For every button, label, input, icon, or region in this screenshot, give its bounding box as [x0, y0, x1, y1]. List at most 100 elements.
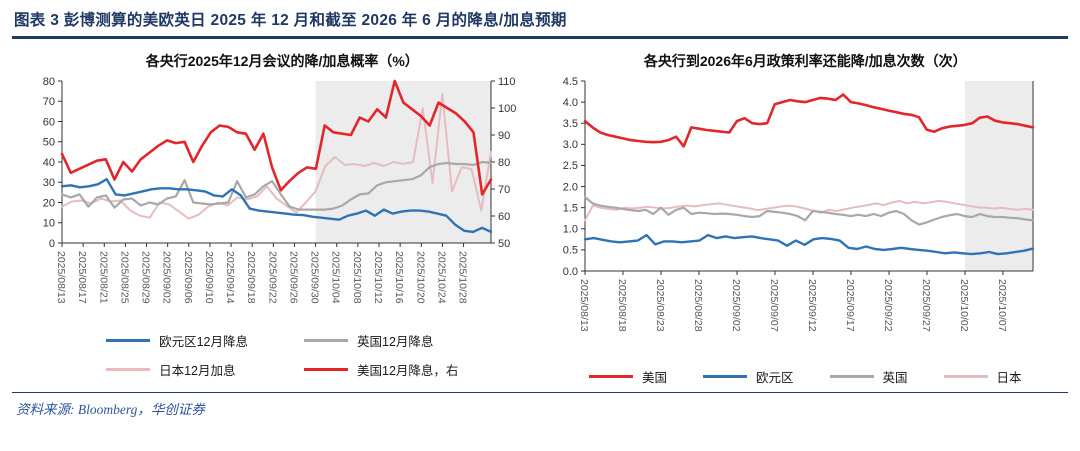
- legend-label: 美国12月降息，右: [357, 363, 459, 378]
- svg-text:20: 20: [43, 197, 55, 209]
- legend-label: 英国: [882, 370, 908, 385]
- svg-text:10: 10: [43, 217, 55, 229]
- svg-text:2025/10/16: 2025/10/16: [393, 251, 405, 304]
- svg-text:4.5: 4.5: [562, 75, 577, 87]
- svg-text:2025/09/18: 2025/09/18: [245, 251, 257, 304]
- svg-text:2025/08/23: 2025/08/23: [654, 279, 666, 332]
- legend-label: 美国: [641, 370, 667, 385]
- svg-text:80: 80: [498, 156, 510, 168]
- svg-text:2025/09/22: 2025/09/22: [882, 279, 894, 332]
- legend-item-英国: 英国: [829, 367, 908, 386]
- svg-text:2025/08/17: 2025/08/17: [76, 251, 88, 304]
- shaded-forecast-region: [964, 80, 1033, 271]
- legend-item-英国12月降息: 英国12月降息: [304, 331, 458, 350]
- legend-label: 日本12月加息: [159, 363, 236, 378]
- series-line-欧元区: [583, 233, 1034, 255]
- svg-text:60: 60: [498, 210, 510, 222]
- svg-text:2025/08/29: 2025/08/29: [140, 251, 152, 304]
- svg-text:2025/09/06: 2025/09/06: [182, 251, 194, 304]
- legend-line-swatch: [106, 367, 151, 371]
- svg-text:0.0: 0.0: [562, 265, 577, 277]
- svg-text:2025/09/30: 2025/09/30: [309, 251, 321, 304]
- svg-text:2025/10/24: 2025/10/24: [435, 251, 447, 304]
- svg-text:2025/08/28: 2025/08/28: [692, 279, 704, 332]
- svg-text:1.5: 1.5: [562, 202, 577, 214]
- chart-block-rate-moves: 各央行到2026年6月政策利率还能降/加息次数（次） 0.0 0.5 1.0 1.5 2…: [547, 51, 1064, 386]
- svg-text:50: 50: [43, 136, 55, 148]
- svg-text:2025/10/04: 2025/10/04: [330, 251, 342, 304]
- svg-text:2025/08/21: 2025/08/21: [97, 251, 109, 304]
- series-line-英国12月降息: [60, 160, 493, 211]
- svg-text:2025/09/17: 2025/09/17: [844, 279, 856, 332]
- legend-line-swatch: [943, 374, 988, 378]
- svg-text:50: 50: [498, 237, 510, 249]
- right-chart-legend: 美国 欧元区 英国 日本: [547, 367, 1064, 386]
- svg-text:2025/09/12: 2025/09/12: [806, 279, 818, 332]
- svg-text:0: 0: [49, 237, 55, 249]
- svg-text:4.0: 4.0: [562, 96, 577, 108]
- svg-text:70: 70: [43, 96, 55, 108]
- svg-text:30: 30: [43, 177, 55, 189]
- svg-text:0.5: 0.5: [562, 244, 577, 256]
- legend-label: 日本: [996, 370, 1022, 385]
- svg-text:90: 90: [498, 129, 510, 141]
- svg-text:2025/09/02: 2025/09/02: [161, 251, 173, 304]
- source-note: 资料来源: Bloomberg，华创证券: [16, 402, 205, 417]
- svg-text:2025/09/22: 2025/09/22: [266, 251, 278, 304]
- legend-item-欧元区12月降息: 欧元区12月降息: [106, 331, 248, 350]
- svg-text:80: 80: [43, 75, 55, 87]
- probability-line-chart: 0 10 20 30 40 50 60 70 80 50 60 70 80 90 100 110 2025/08…: [43, 75, 517, 304]
- svg-text:2025/10/07: 2025/10/07: [996, 279, 1008, 332]
- svg-text:3.5: 3.5: [562, 118, 577, 130]
- svg-text:2.5: 2.5: [562, 160, 577, 172]
- svg-text:2025/09/07: 2025/09/07: [768, 279, 780, 332]
- series-line-欧元区12月降息: [60, 177, 493, 233]
- svg-text:60: 60: [43, 116, 55, 128]
- rate-moves-line-chart: 0.0 0.5 1.0 1.5 2.0 2.5 3.0 3.5 4.0 4.5 2025/08/13…: [562, 75, 1034, 332]
- svg-text:2.0: 2.0: [562, 181, 577, 193]
- series-line-英国: [583, 195, 1034, 226]
- svg-text:2025/10/20: 2025/10/20: [414, 251, 426, 304]
- legend-item-欧元区: 欧元区: [703, 367, 794, 386]
- svg-text:3.0: 3.0: [562, 139, 577, 151]
- series-line-美国12月降息，右: [60, 79, 493, 196]
- svg-text:1.0: 1.0: [562, 223, 577, 235]
- legend-line-swatch: [703, 374, 747, 378]
- right-chart-title: 各央行到2026年6月政策利率还能降/加息次数（次）: [643, 52, 967, 69]
- legend-label: 欧元区: [756, 370, 794, 385]
- legend-item-日本12月加息: 日本12月加息: [106, 360, 248, 379]
- legend-line-swatch: [304, 367, 349, 371]
- top-divider: [12, 36, 1068, 39]
- left-chart-title: 各央行2025年12月会议的降/加息概率（%）: [145, 52, 419, 69]
- svg-text:2025/08/25: 2025/08/25: [118, 251, 130, 304]
- legend-line-swatch: [829, 374, 874, 378]
- svg-text:2025/09/26: 2025/09/26: [287, 251, 299, 304]
- series-line-美国: [583, 92, 1034, 148]
- legend-line-swatch: [588, 374, 633, 378]
- legend-line-swatch: [106, 338, 151, 342]
- svg-text:2025/09/02: 2025/09/02: [730, 279, 742, 332]
- charts-row: 各央行2025年12月会议的降/加息概率（%） 0 10 20 30 40 50 60 70 8…: [12, 39, 1068, 386]
- legend-item-日本: 日本: [943, 367, 1022, 386]
- legend-item-美国: 美国: [588, 367, 667, 386]
- svg-text:2025/09/10: 2025/09/10: [203, 251, 215, 304]
- svg-text:70: 70: [498, 183, 510, 195]
- legend-item-美国12月降息，右: 美国12月降息，右: [304, 360, 458, 379]
- svg-text:2025/08/13: 2025/08/13: [578, 279, 590, 332]
- bottom-divider: [12, 391, 1068, 393]
- legend-label: 欧元区12月降息: [159, 334, 249, 349]
- svg-text:40: 40: [43, 156, 55, 168]
- svg-text:100: 100: [498, 102, 516, 114]
- legend-label: 英国12月降息: [357, 334, 434, 349]
- chart-block-probability: 各央行2025年12月会议的降/加息概率（%） 0 10 20 30 40 50 60 70 8…: [26, 51, 539, 379]
- svg-text:110: 110: [498, 75, 516, 87]
- svg-text:2025/10/12: 2025/10/12: [372, 251, 384, 304]
- svg-text:2025/08/13: 2025/08/13: [55, 251, 67, 304]
- svg-text:2025/10/28: 2025/10/28: [457, 251, 469, 304]
- legend-line-swatch: [304, 338, 349, 342]
- page-title: 图表 3 彭博测算的美欧英日 2025 年 12 月和截至 2026 年 6 月…: [14, 12, 567, 29]
- svg-text:2025/08/18: 2025/08/18: [616, 279, 628, 332]
- left-chart-legend: 欧元区12月降息 英国12月降息日本12月加息 美国12月降息，右: [26, 331, 539, 379]
- svg-text:2025/09/27: 2025/09/27: [920, 279, 932, 332]
